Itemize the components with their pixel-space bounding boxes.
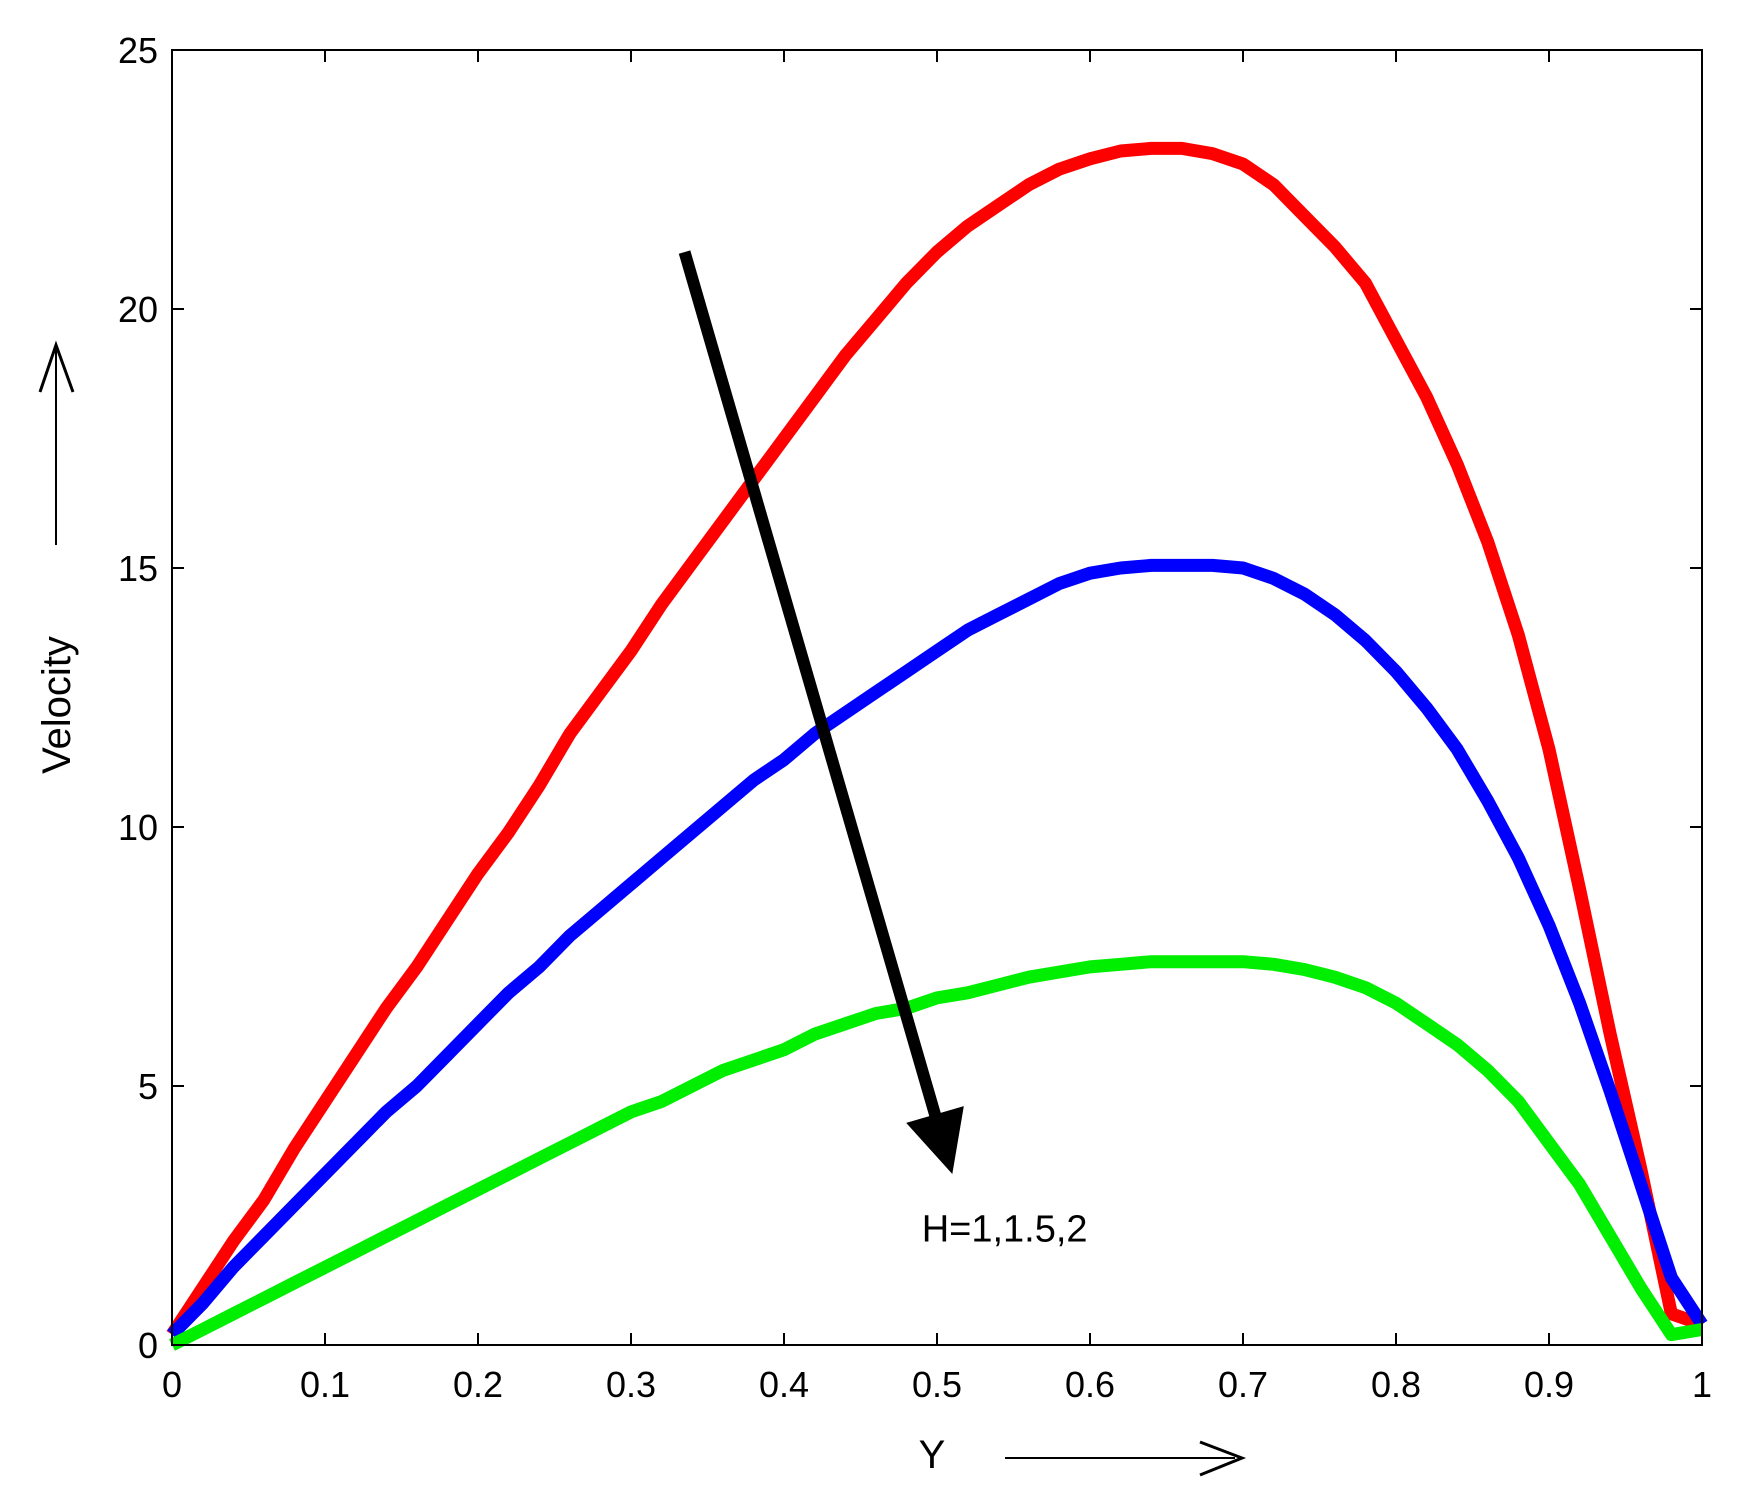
- series-line-3: [169, 955, 1704, 1351]
- h-annotation-label: H=1,1.5,2: [922, 1208, 1088, 1250]
- x-tick-label: 0.2: [453, 1364, 503, 1405]
- x-tick-label: 1: [1692, 1364, 1712, 1405]
- h-trend-arrow-shaft: [678, 250, 942, 1121]
- x-tick-label: 0.6: [1065, 1364, 1115, 1405]
- labels-layer: Y Velocity: [35, 340, 1247, 1477]
- y-tick-label: 10: [118, 807, 158, 848]
- series-line-2: [167, 558, 1708, 1340]
- y-tick-label: 20: [118, 289, 158, 330]
- y-tick-label: 25: [118, 30, 158, 71]
- x-tick-label: 0.3: [606, 1364, 656, 1405]
- x-axis-title: Y: [919, 1433, 946, 1477]
- x-axis-direction-arrow: [1005, 1440, 1247, 1477]
- x-tick-label: 0: [162, 1364, 182, 1405]
- series-line-1: [166, 141, 1705, 1339]
- x-tick-label: 0.9: [1524, 1364, 1574, 1405]
- plot-frame: [171, 49, 1703, 1346]
- x-tick-label: 0.8: [1371, 1364, 1421, 1405]
- annotation-layer: H=1,1.5,2: [678, 250, 1088, 1250]
- y-tick-label: 5: [138, 1066, 158, 1107]
- x-tick-label: 0.1: [300, 1364, 350, 1405]
- y-axis-title: Velocity: [35, 636, 79, 774]
- x-tick-label: 0.4: [759, 1364, 809, 1405]
- y-tick-label: 15: [118, 548, 158, 589]
- h-trend-arrow-head: [906, 1106, 964, 1175]
- y-axis-direction-arrow: [38, 340, 75, 545]
- y-tick-label: 0: [138, 1325, 158, 1366]
- x-tick-label: 0.5: [912, 1364, 962, 1405]
- series-layer: [166, 141, 1708, 1351]
- x-tick-label: 0.7: [1218, 1364, 1268, 1405]
